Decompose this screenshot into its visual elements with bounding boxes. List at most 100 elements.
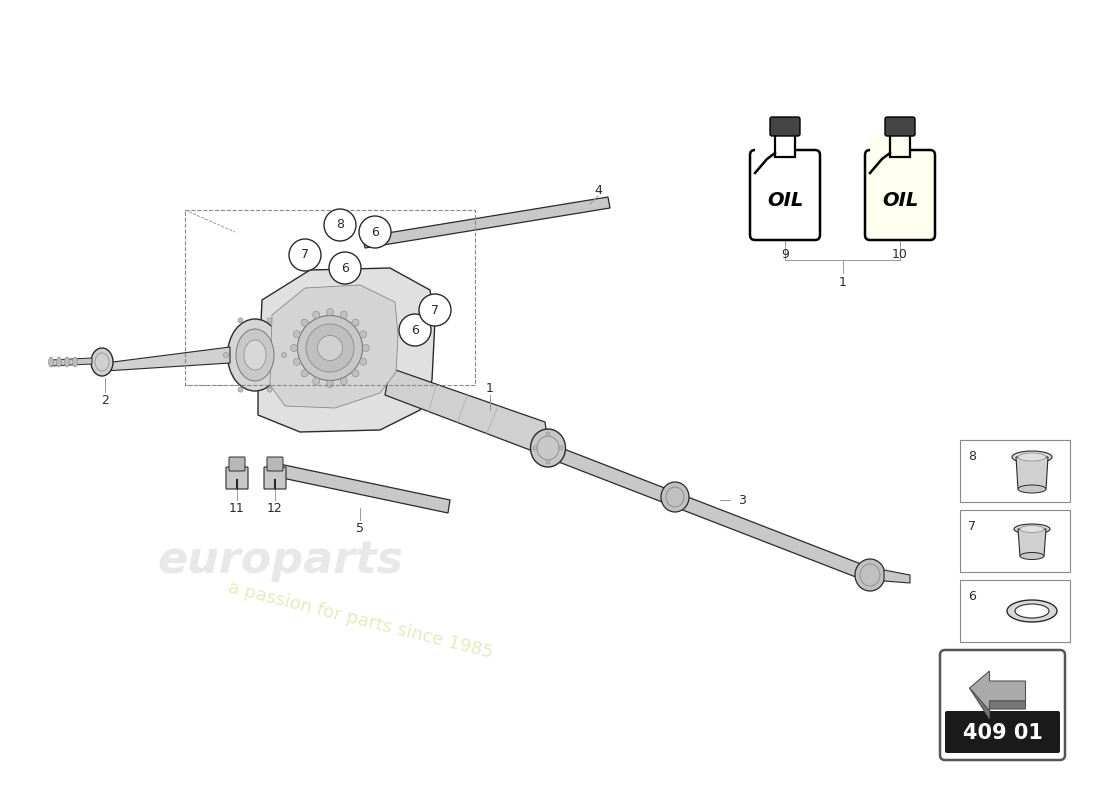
Ellipse shape (267, 387, 272, 392)
Ellipse shape (360, 358, 366, 366)
Ellipse shape (228, 319, 283, 391)
Ellipse shape (238, 387, 243, 392)
Ellipse shape (306, 324, 354, 372)
Text: 11: 11 (229, 502, 245, 514)
FancyBboxPatch shape (886, 117, 915, 136)
Polygon shape (258, 268, 434, 432)
FancyBboxPatch shape (267, 457, 283, 471)
Circle shape (359, 216, 390, 248)
Ellipse shape (1020, 553, 1044, 559)
Text: 7: 7 (431, 303, 439, 317)
Ellipse shape (73, 357, 77, 367)
Ellipse shape (301, 319, 308, 326)
Ellipse shape (267, 318, 272, 323)
Ellipse shape (1018, 485, 1046, 493)
Ellipse shape (223, 353, 229, 358)
Text: 12: 12 (267, 502, 283, 514)
Text: 1: 1 (838, 275, 846, 289)
Ellipse shape (91, 348, 113, 376)
Ellipse shape (1012, 451, 1052, 463)
Ellipse shape (1020, 526, 1044, 533)
Ellipse shape (297, 315, 363, 381)
Text: 7: 7 (968, 520, 976, 533)
Polygon shape (1018, 529, 1046, 556)
FancyBboxPatch shape (229, 457, 245, 471)
Ellipse shape (546, 432, 550, 436)
Text: OIL: OIL (767, 190, 803, 210)
Text: 5: 5 (356, 522, 364, 534)
FancyBboxPatch shape (776, 133, 795, 157)
Polygon shape (755, 135, 775, 173)
Polygon shape (50, 358, 92, 366)
Ellipse shape (1015, 604, 1049, 618)
Text: OIL: OIL (882, 190, 918, 210)
Circle shape (324, 209, 356, 241)
Ellipse shape (546, 460, 550, 464)
FancyBboxPatch shape (945, 711, 1060, 753)
Ellipse shape (65, 357, 69, 367)
Text: europarts: europarts (157, 538, 403, 582)
Text: 6: 6 (371, 226, 378, 238)
Ellipse shape (559, 446, 563, 450)
FancyBboxPatch shape (226, 467, 248, 489)
Ellipse shape (1006, 600, 1057, 622)
Polygon shape (1016, 457, 1048, 489)
Ellipse shape (352, 319, 359, 326)
Polygon shape (104, 347, 230, 371)
Ellipse shape (238, 318, 243, 323)
Ellipse shape (1018, 453, 1046, 461)
Ellipse shape (1014, 524, 1050, 534)
Polygon shape (270, 285, 398, 408)
Ellipse shape (530, 429, 565, 467)
Circle shape (419, 294, 451, 326)
Ellipse shape (312, 311, 320, 318)
Ellipse shape (363, 345, 370, 351)
Ellipse shape (327, 309, 333, 315)
Text: 8: 8 (968, 450, 976, 463)
Ellipse shape (661, 482, 689, 512)
Ellipse shape (318, 335, 342, 361)
Text: 10: 10 (892, 249, 907, 262)
Ellipse shape (312, 378, 320, 385)
Text: 8: 8 (336, 218, 344, 231)
Text: 4: 4 (594, 183, 602, 197)
Text: a passion for parts since 1985: a passion for parts since 1985 (226, 578, 494, 662)
Ellipse shape (534, 446, 537, 450)
Polygon shape (268, 462, 450, 513)
Text: 2: 2 (101, 394, 109, 406)
Ellipse shape (855, 559, 886, 591)
Polygon shape (870, 135, 890, 173)
Text: 409 01: 409 01 (962, 723, 1043, 743)
FancyBboxPatch shape (770, 117, 800, 136)
FancyBboxPatch shape (890, 133, 910, 157)
Ellipse shape (340, 378, 348, 385)
Text: 6: 6 (968, 590, 976, 603)
Text: 1: 1 (486, 382, 494, 394)
FancyBboxPatch shape (960, 440, 1070, 502)
FancyBboxPatch shape (960, 580, 1070, 642)
Ellipse shape (282, 353, 286, 358)
Ellipse shape (290, 345, 297, 351)
Polygon shape (969, 671, 1025, 711)
Text: 7: 7 (301, 249, 309, 262)
Polygon shape (363, 197, 610, 248)
FancyBboxPatch shape (947, 713, 1058, 733)
Ellipse shape (294, 330, 300, 338)
FancyBboxPatch shape (940, 650, 1065, 760)
Circle shape (289, 239, 321, 271)
Ellipse shape (327, 381, 333, 387)
Text: 3: 3 (738, 494, 746, 506)
Ellipse shape (360, 330, 366, 338)
Polygon shape (558, 449, 872, 582)
Text: 6: 6 (341, 262, 349, 274)
Text: 9: 9 (781, 249, 789, 262)
Polygon shape (884, 570, 910, 583)
Text: 6: 6 (411, 323, 419, 337)
Ellipse shape (301, 370, 308, 377)
Circle shape (329, 252, 361, 284)
Ellipse shape (236, 329, 274, 381)
FancyBboxPatch shape (960, 510, 1070, 572)
FancyBboxPatch shape (750, 150, 820, 240)
Polygon shape (969, 688, 1025, 719)
FancyBboxPatch shape (865, 150, 935, 240)
